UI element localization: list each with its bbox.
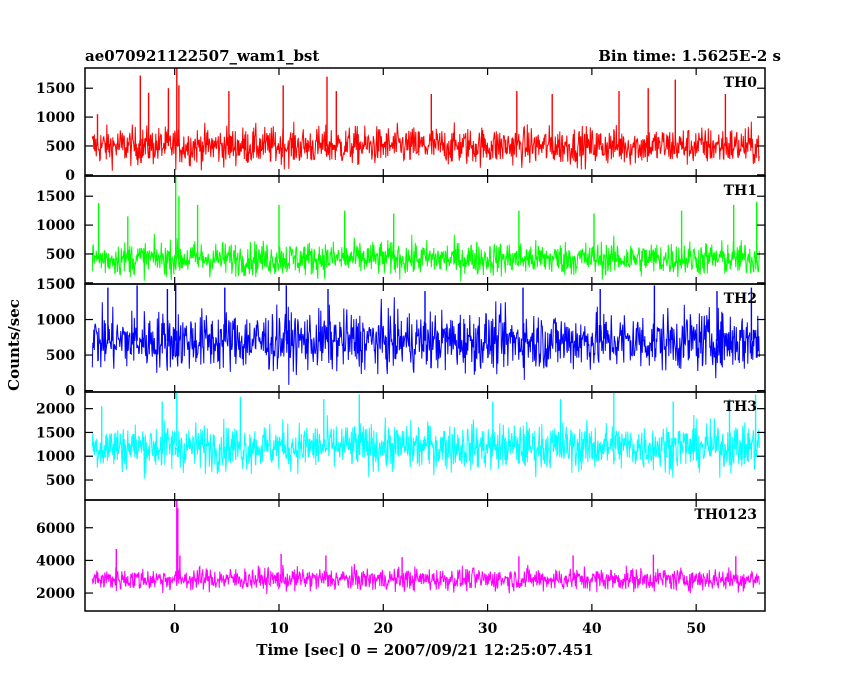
series-line-th0123 <box>91 563 760 595</box>
series-line-th3 <box>91 414 760 479</box>
y-tick-label: 0 <box>65 384 75 400</box>
y-tick-label: 1500 <box>36 425 75 441</box>
y-tick-label: 1500 <box>36 189 75 205</box>
x-tick-label: 0 <box>170 621 180 637</box>
y-tick-label: 2000 <box>36 586 75 602</box>
y-tick-label: 1000 <box>36 110 75 126</box>
series-line-th2 <box>91 297 760 385</box>
panel-th0: 0 500 1000 1500 TH0 <box>36 67 766 184</box>
x-tick-label: 30 <box>478 621 498 637</box>
panel-frame <box>84 499 766 612</box>
panel-stack: 0 500 1000 1500 TH0 0 500 1000 1500 TH1 0 500 1000 15… <box>36 67 766 612</box>
panel-th2: 0 500 1000 1500 TH2 <box>36 277 766 400</box>
x-tick-label: 20 <box>374 621 394 637</box>
panel-label: TH0 <box>724 75 758 91</box>
y-axis-label: Counts/sec <box>5 299 23 391</box>
y-tick-label: 6000 <box>36 521 75 537</box>
panel-frame <box>84 67 766 177</box>
panel-label: TH2 <box>724 291 757 307</box>
panel-label: TH1 <box>724 183 757 199</box>
y-tick-label: 1000 <box>36 449 75 465</box>
panel-label: TH3 <box>724 399 757 415</box>
y-tick-label: 500 <box>46 247 75 263</box>
y-tick-label: 1500 <box>36 81 75 97</box>
panel-label: TH0123 <box>694 507 757 523</box>
y-tick-label: 1500 <box>36 277 75 293</box>
y-tick-label: 500 <box>46 139 75 155</box>
y-tick-label: 1000 <box>36 218 75 234</box>
chart-title-right: Bin time: 1.5625E-2 s <box>598 47 781 65</box>
x-tick-label: 10 <box>269 621 289 637</box>
panel-th3: 500 1000 1500 2000 TH3 <box>36 391 766 501</box>
y-tick-label: 4000 <box>36 553 75 569</box>
x-axis-label: Time [sec] 0 = 2007/09/21 12:25:07.451 <box>256 641 593 659</box>
y-tick-label: 500 <box>46 473 75 489</box>
x-tick-label: 40 <box>582 621 602 637</box>
y-tick-label: 1000 <box>36 313 75 329</box>
series-line-th1 <box>91 233 760 282</box>
x-tick-label: 50 <box>686 621 706 637</box>
y-tick-label: 0 <box>65 276 75 292</box>
x-axis: 0 10 20 30 40 50 <box>170 621 706 637</box>
panel-th1: 0 500 1000 1500 TH1 <box>36 175 766 292</box>
series-line-th0 <box>91 121 760 171</box>
y-tick-label: 0 <box>65 168 75 184</box>
chart-title-left: ae070921122507_wam1_bst <box>85 47 319 65</box>
panel-th0123: 2000 4000 6000 TH0123 <box>36 499 766 612</box>
y-tick-label: 2000 <box>36 402 75 418</box>
y-tick-label: 500 <box>46 348 75 364</box>
